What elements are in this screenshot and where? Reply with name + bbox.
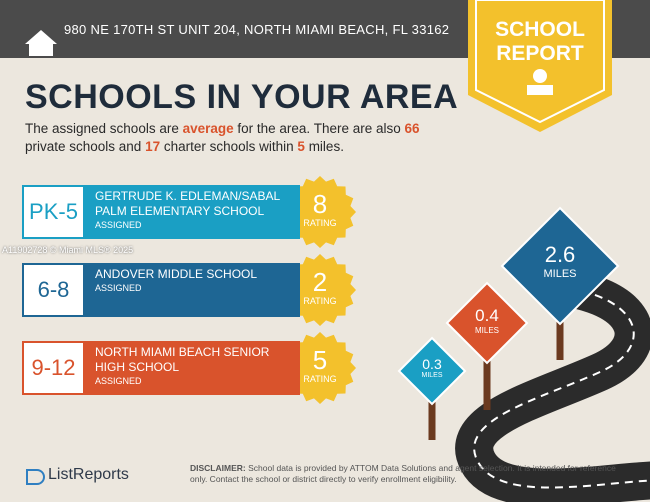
watermark: A11902728 © Miami MLS® 2025 (2, 245, 134, 255)
intro-text: charter schools within (160, 139, 298, 154)
sign (445, 281, 529, 365)
rating-label: RATING (303, 218, 337, 228)
rating-value: 5 (312, 345, 328, 375)
intro-highlight: 5 (297, 139, 305, 154)
home-icon (25, 30, 57, 56)
rating-value: 2 (312, 267, 328, 297)
intro: The assigned schools are average for the… (25, 120, 455, 156)
school-name: GERTRUDE K. EDLEMAN/SABAL PALM ELEMENTAR… (95, 189, 280, 218)
title: SCHOOLS IN YOUR AREA (25, 78, 459, 116)
school-name: NORTH MIAMI BEACH SENIOR HIGH SCHOOL (95, 345, 270, 374)
apple-icon (533, 69, 547, 83)
sign-label: 0.4 MILES (462, 306, 512, 335)
rating: 5 RATING (285, 346, 355, 384)
intro-highlight: 66 (404, 121, 420, 136)
rating-value: 8 (312, 189, 328, 219)
rating-burst (284, 176, 356, 248)
sign-unit: MILES (421, 372, 443, 379)
rating-burst (284, 332, 356, 404)
sign-label: 0.3 MILES (412, 356, 452, 379)
sign-distance: 2.6 (544, 242, 576, 267)
intro-highlight: 17 (145, 139, 161, 154)
books-icon (527, 85, 553, 95)
sign (500, 206, 620, 326)
grade: PK-5 (22, 185, 85, 239)
sign-label: 2.6 MILES (525, 242, 595, 280)
road-line (473, 284, 650, 489)
school-status: ASSIGNED (95, 283, 142, 293)
address: 980 NE 170TH ST UNIT 204, NORTH MIAMI BE… (64, 22, 450, 37)
grade: 6-8 (22, 263, 85, 317)
school-band: ANDOVER MIDDLE SCHOOL ASSIGNED (85, 263, 300, 317)
rating: 8 RATING (285, 190, 355, 228)
disclaimer-text: School data is provided by ATTOM Data So… (190, 463, 616, 484)
badge-line: SCHOOL (495, 18, 585, 41)
intro-text: for the area. There are also (233, 121, 405, 136)
badge-shape (468, 0, 612, 132)
rating-label: RATING (303, 374, 337, 384)
intro-text: The assigned schools are (25, 121, 183, 136)
disclaimer-label: DISCLAIMER: (190, 463, 246, 473)
school-name: ANDOVER MIDDLE SCHOOL (95, 267, 258, 281)
intro-highlight: average (182, 121, 234, 136)
intro-text: private schools and (25, 139, 146, 154)
brand-logo (26, 469, 45, 485)
rating-burst (284, 254, 356, 326)
rating-label: RATING (303, 296, 337, 306)
sign-unit: MILES (543, 268, 577, 280)
school-band: GERTRUDE K. EDLEMAN/SABAL PALM ELEMENTAR… (85, 185, 300, 239)
school-status: ASSIGNED (95, 220, 142, 230)
sign (397, 336, 467, 406)
school-band: NORTH MIAMI BEACH SENIOR HIGH SCHOOL ASSI… (85, 341, 300, 395)
grade: 9-12 (22, 341, 85, 395)
badge-border (475, 0, 605, 124)
sign-distance: 0.4 (475, 306, 499, 325)
brand: ListReports (48, 466, 129, 483)
sign-distance: 0.3 (422, 356, 442, 372)
sign-unit: MILES (474, 326, 499, 335)
badge-line: REPORT (496, 42, 584, 65)
rating: 2 RATING (285, 268, 355, 306)
disclaimer: DISCLAIMER: School data is provided by A… (190, 463, 620, 485)
intro-text: miles. (304, 139, 344, 154)
school-status: ASSIGNED (95, 376, 142, 386)
